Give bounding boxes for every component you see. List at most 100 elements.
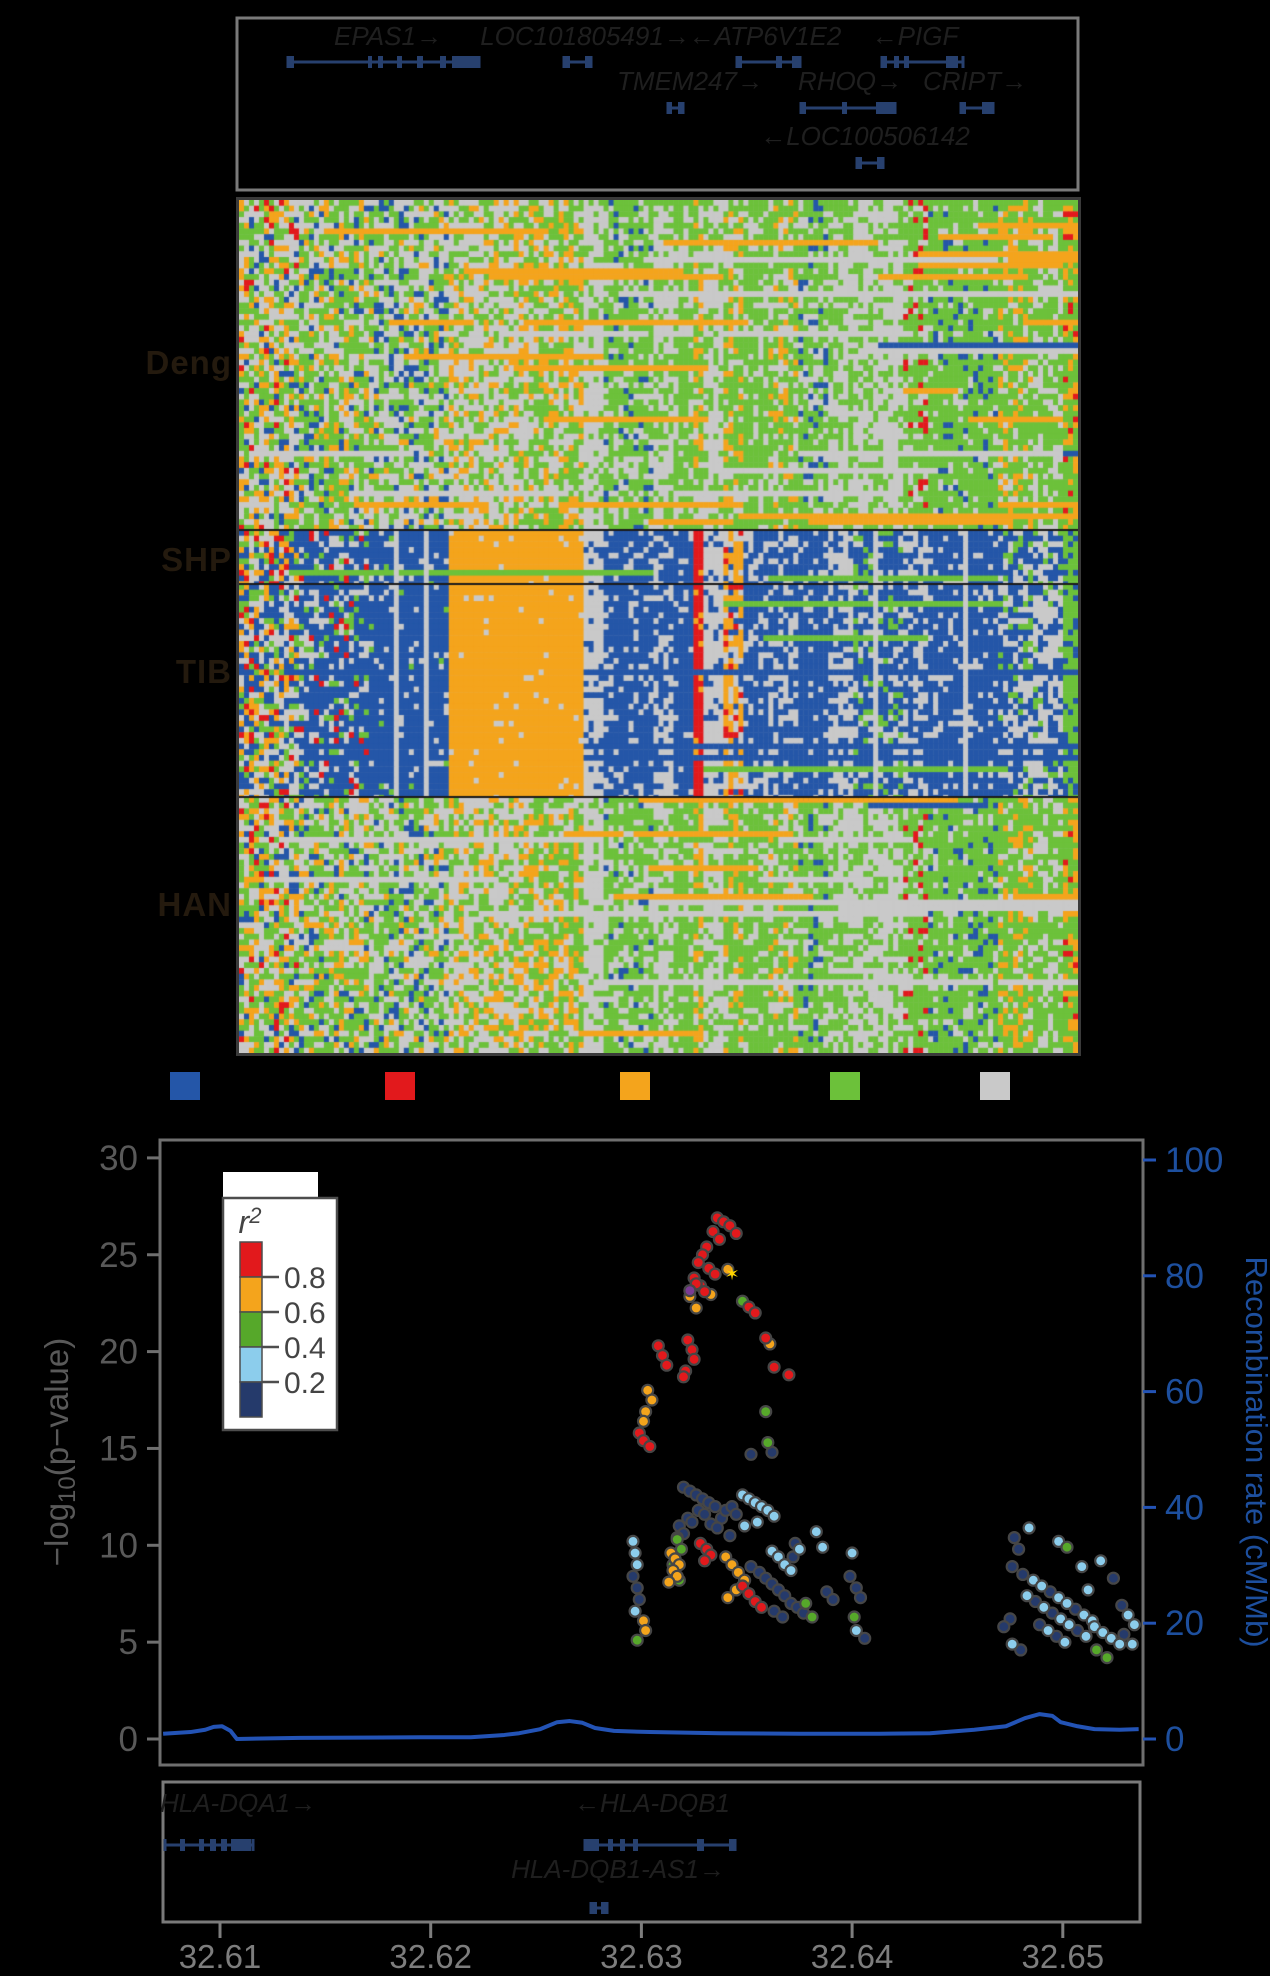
snp-point-r2-n (853, 1590, 868, 1605)
snp-point-r2-n (685, 1515, 699, 1529)
snp-point-r2-lb (1035, 1579, 1049, 1593)
gene-exon (585, 56, 591, 68)
gene: ←HLA-DQB1 (574, 1788, 737, 1851)
gene-label: ←ATP6V1E2 (689, 21, 842, 51)
gene-exon (288, 56, 294, 68)
snp-point-r2-r (660, 1358, 674, 1372)
r2-tick-label: 0.6 (284, 1297, 326, 1330)
gene-label: HLA-DQB1-AS1→ (511, 1854, 725, 1884)
gene-exon (668, 102, 672, 114)
snp-point-r2-n (626, 1569, 640, 1583)
y-left-tick-label: 5 (119, 1623, 138, 1662)
gene-exon (440, 56, 446, 68)
snp-point-r2-o (721, 1590, 735, 1605)
x-tick-label: 32.64 (811, 1938, 894, 1975)
gene-exon (368, 56, 372, 68)
gene-exon (199, 1839, 204, 1851)
r2-legend-shadow-box (223, 1172, 318, 1198)
association-plot: 0 5 10 15 20 25 30 0 20 40 60 80 100 32.61 32.62 32.63 3… (38, 1138, 1270, 1975)
gene-exon (591, 1902, 597, 1914)
snp-point-r2-n (997, 1620, 1011, 1634)
snp-point-r2-n (1011, 1542, 1026, 1556)
snp-point-r2-r (712, 1232, 727, 1246)
gene-exon (210, 1839, 216, 1851)
r2-swatch-orange (239, 1276, 263, 1313)
gene-exon (961, 102, 966, 114)
snp-point-r2-lb (750, 1515, 764, 1529)
snp-point-r2-o (662, 1575, 676, 1589)
gene-label: HLA-DQA1→ (160, 1788, 316, 1818)
snp-point-r2-r (697, 1554, 712, 1568)
snp-point-r2-lb (1079, 1629, 1093, 1643)
y-right-tick-label: 100 (1165, 1141, 1223, 1180)
snp-point-r2-g (847, 1610, 861, 1624)
y-right-tick-label: 40 (1165, 1488, 1204, 1527)
population-label-deng: Deng (145, 344, 232, 381)
gene: ←ATP6V1E2 (689, 21, 842, 68)
snp-point-r2-n (1016, 1567, 1030, 1582)
orange-swatch (620, 1072, 650, 1100)
snp-point-r2-lb (1062, 1618, 1076, 1632)
bottom-gene-track: HLA-DQA1→ ←HLA-DQB1 HLA-DQB1-AS1→ (160, 1780, 1142, 1924)
x-tick-label: 32.62 (389, 1938, 472, 1975)
gene-exon (452, 56, 479, 68)
gene-exon (697, 1839, 704, 1851)
snp-point-r2-r (748, 1306, 762, 1320)
snp-point-r2-o (645, 1393, 659, 1407)
snp-point-r2-n (723, 1528, 737, 1543)
snp-point-r2-lb (1113, 1637, 1127, 1651)
gene-exon (801, 102, 806, 114)
gene: HLA-DQB1-AS1→ (511, 1854, 725, 1914)
gene: ←PIGF (872, 21, 965, 68)
snp-point-r2-lb (849, 1623, 863, 1638)
population-label-han: HAN (157, 886, 232, 923)
snp-point-r2-r (691, 1255, 705, 1270)
snp-point-r2-p (683, 1283, 697, 1298)
y-left-axis-title: −log10(p−value) (38, 1338, 81, 1567)
snp-point-r2-n (858, 1631, 872, 1645)
gene-exon (608, 1839, 613, 1851)
gene-label: LOC101805491→ (480, 21, 690, 51)
gene-exon (620, 1839, 625, 1851)
y-right-tick-label: 80 (1165, 1257, 1204, 1296)
plot-box (158, 1138, 1145, 1767)
snp-point-r2-lb (628, 1546, 642, 1560)
heatmap-legend (170, 1072, 1010, 1100)
gene-exon (729, 1839, 735, 1851)
bottom-gene-track-border (161, 1780, 1142, 1924)
snp-point-r2-lb (630, 1558, 644, 1572)
gene: LOC101805491→ (480, 21, 690, 68)
gene-exon (946, 56, 958, 68)
x-tick-label: 32.61 (179, 1938, 262, 1975)
snp-point-r2-n (710, 1521, 724, 1535)
r2-swatch-navy (239, 1381, 263, 1418)
gene: HLA-DQA1→ (160, 1788, 316, 1851)
gene-exon (776, 56, 782, 68)
gene-exon (882, 56, 887, 68)
gene-exon (876, 102, 895, 114)
snp-point-r2-lb (1060, 1596, 1074, 1611)
y-left-tick-label: 15 (99, 1429, 138, 1468)
snp-point-r2-lb (1075, 1559, 1089, 1574)
snp-point-r2-n (843, 1569, 857, 1583)
gene-exon (564, 56, 570, 68)
gene-exon (585, 1839, 599, 1851)
snp-point-r2-n (1005, 1559, 1019, 1574)
r2-legend: r2 0.80.60.40.2 (221, 1172, 339, 1432)
r2-swatch-light_blue (239, 1346, 263, 1383)
snp-point-r2-lb (845, 1546, 859, 1560)
gene-label: ←PIGF (872, 21, 961, 51)
snp-point-r2-r (782, 1368, 796, 1382)
snp-point-r2-r (676, 1370, 691, 1384)
snp-point-r2-o (721, 1262, 735, 1276)
y-left-tick-label: 10 (99, 1526, 138, 1565)
snp-point-r2-g (630, 1633, 644, 1647)
gene-label: EPAS1→ (334, 21, 442, 51)
snp-point-r2-r (687, 1352, 701, 1366)
gene: RHOQ→ (798, 66, 902, 114)
snp-point-r2-n (744, 1447, 758, 1461)
snp-point-r2-lb (626, 1534, 640, 1549)
gene-label: ←LOC100506142 (760, 121, 970, 151)
gene-exon (633, 1839, 638, 1851)
